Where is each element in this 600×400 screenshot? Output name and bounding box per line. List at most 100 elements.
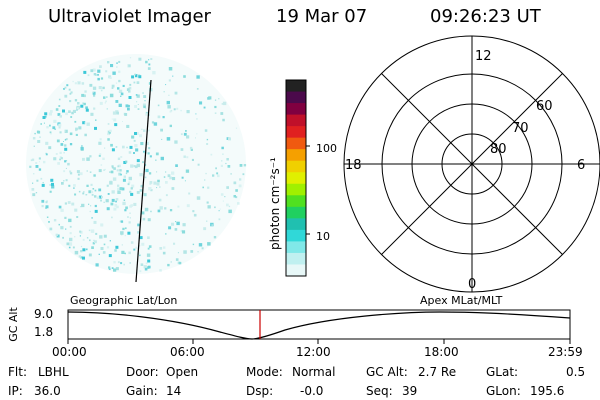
uv-speckle — [99, 138, 102, 141]
uv-image-disc — [26, 54, 246, 274]
uv-speckle — [143, 193, 147, 197]
uv-speckle — [178, 261, 182, 265]
uv-speckle — [117, 87, 120, 90]
uv-speckle — [60, 208, 64, 212]
uv-speckle — [49, 124, 51, 127]
uv-speckle — [74, 82, 77, 85]
uv-speckle — [197, 251, 199, 253]
uv-speckle — [143, 129, 146, 132]
uv-speckle — [217, 174, 220, 178]
uv-speckle — [126, 124, 130, 128]
x-label-1800: 18:00 — [424, 345, 459, 359]
uv-speckle — [162, 251, 166, 255]
uv-speckle — [181, 176, 184, 179]
uv-speckle — [32, 137, 36, 140]
uv-speckle — [140, 142, 144, 146]
uv-speckle — [80, 250, 83, 253]
uv-speckle — [37, 130, 41, 134]
uv-speckle — [122, 121, 123, 122]
glon-value: 195.6 — [530, 384, 565, 398]
uv-speckle — [129, 205, 132, 208]
uv-speckle — [53, 157, 57, 161]
uv-speckle — [91, 217, 93, 219]
uv-speckle — [175, 221, 177, 223]
uv-speckle — [183, 250, 187, 254]
uv-speckle — [82, 157, 85, 161]
uv-speckle — [139, 189, 143, 192]
uv-speckle — [51, 182, 54, 186]
uv-speckle — [31, 188, 35, 191]
uv-speckle — [102, 251, 106, 254]
uv-speckle — [57, 162, 60, 165]
uv-speckle — [104, 147, 106, 149]
uv-speckle — [161, 138, 163, 140]
uv-speckle — [75, 127, 78, 131]
uv-speckle — [50, 178, 54, 182]
uv-speckle — [64, 160, 67, 163]
uv-speckle — [107, 132, 110, 136]
uv-speckle — [68, 110, 71, 113]
uv-speckle — [218, 98, 220, 100]
uv-speckle — [142, 92, 144, 94]
uv-speckle — [227, 165, 231, 168]
timeline-plot — [67, 309, 571, 344]
uv-speckle — [228, 205, 231, 208]
uv-speckle — [165, 194, 168, 197]
uv-speckle — [69, 143, 73, 146]
uv-speckle — [173, 108, 176, 111]
uv-speckle — [85, 108, 89, 112]
uv-speckle — [239, 178, 242, 181]
uv-speckle — [205, 172, 207, 175]
uv-speckle — [68, 246, 71, 249]
uv-speckle — [90, 205, 92, 207]
colorbar-swatch — [286, 114, 306, 127]
uv-speckle — [58, 205, 62, 209]
uv-speckle — [140, 184, 144, 188]
uv-speckle — [98, 141, 102, 145]
uv-speckle — [226, 158, 229, 161]
uv-speckle — [118, 172, 122, 176]
uv-speckle — [222, 118, 225, 122]
colorbar-swatch — [286, 183, 306, 196]
uv-speckle — [35, 192, 38, 194]
uv-speckle — [133, 152, 135, 154]
uv-speckle — [127, 107, 130, 111]
uv-speckle — [190, 250, 194, 253]
uv-speckle — [65, 167, 67, 169]
uv-speckle — [233, 195, 236, 198]
uv-speckle — [196, 133, 198, 135]
uv-speckle — [123, 263, 125, 266]
uv-speckle — [129, 262, 131, 264]
uv-speckle — [77, 102, 80, 105]
uv-speckle — [68, 242, 73, 246]
uv-speckle — [106, 184, 109, 187]
uv-speckle — [136, 94, 140, 98]
uv-speckle — [44, 115, 47, 118]
uv-speckle — [129, 83, 132, 86]
door-value: Open — [166, 365, 199, 379]
uv-speckle — [216, 172, 219, 175]
uv-speckle — [58, 105, 61, 107]
uv-speckle — [177, 205, 180, 208]
uv-speckle — [129, 145, 133, 149]
uv-speckle — [105, 70, 108, 73]
uv-speckle — [45, 141, 49, 145]
uv-speckle — [159, 206, 163, 210]
uv-speckle — [122, 227, 125, 231]
uv-speckle — [89, 83, 93, 87]
uv-speckle — [66, 242, 70, 246]
uv-speckle — [235, 189, 238, 192]
uv-speckle — [88, 229, 91, 232]
uv-speckle — [145, 111, 148, 115]
ip-value: 36.0 — [34, 384, 61, 398]
uv-speckle — [127, 183, 130, 186]
uv-speckle — [102, 157, 105, 160]
uv-speckle — [131, 135, 135, 139]
uv-speckle — [78, 190, 81, 193]
uv-speckle — [56, 234, 60, 238]
uv-speckle — [196, 88, 199, 90]
time-label: 09:26:23 UT — [430, 6, 541, 27]
uv-speckle — [134, 165, 138, 169]
uv-speckle — [147, 247, 150, 250]
uv-speckle — [56, 139, 60, 143]
